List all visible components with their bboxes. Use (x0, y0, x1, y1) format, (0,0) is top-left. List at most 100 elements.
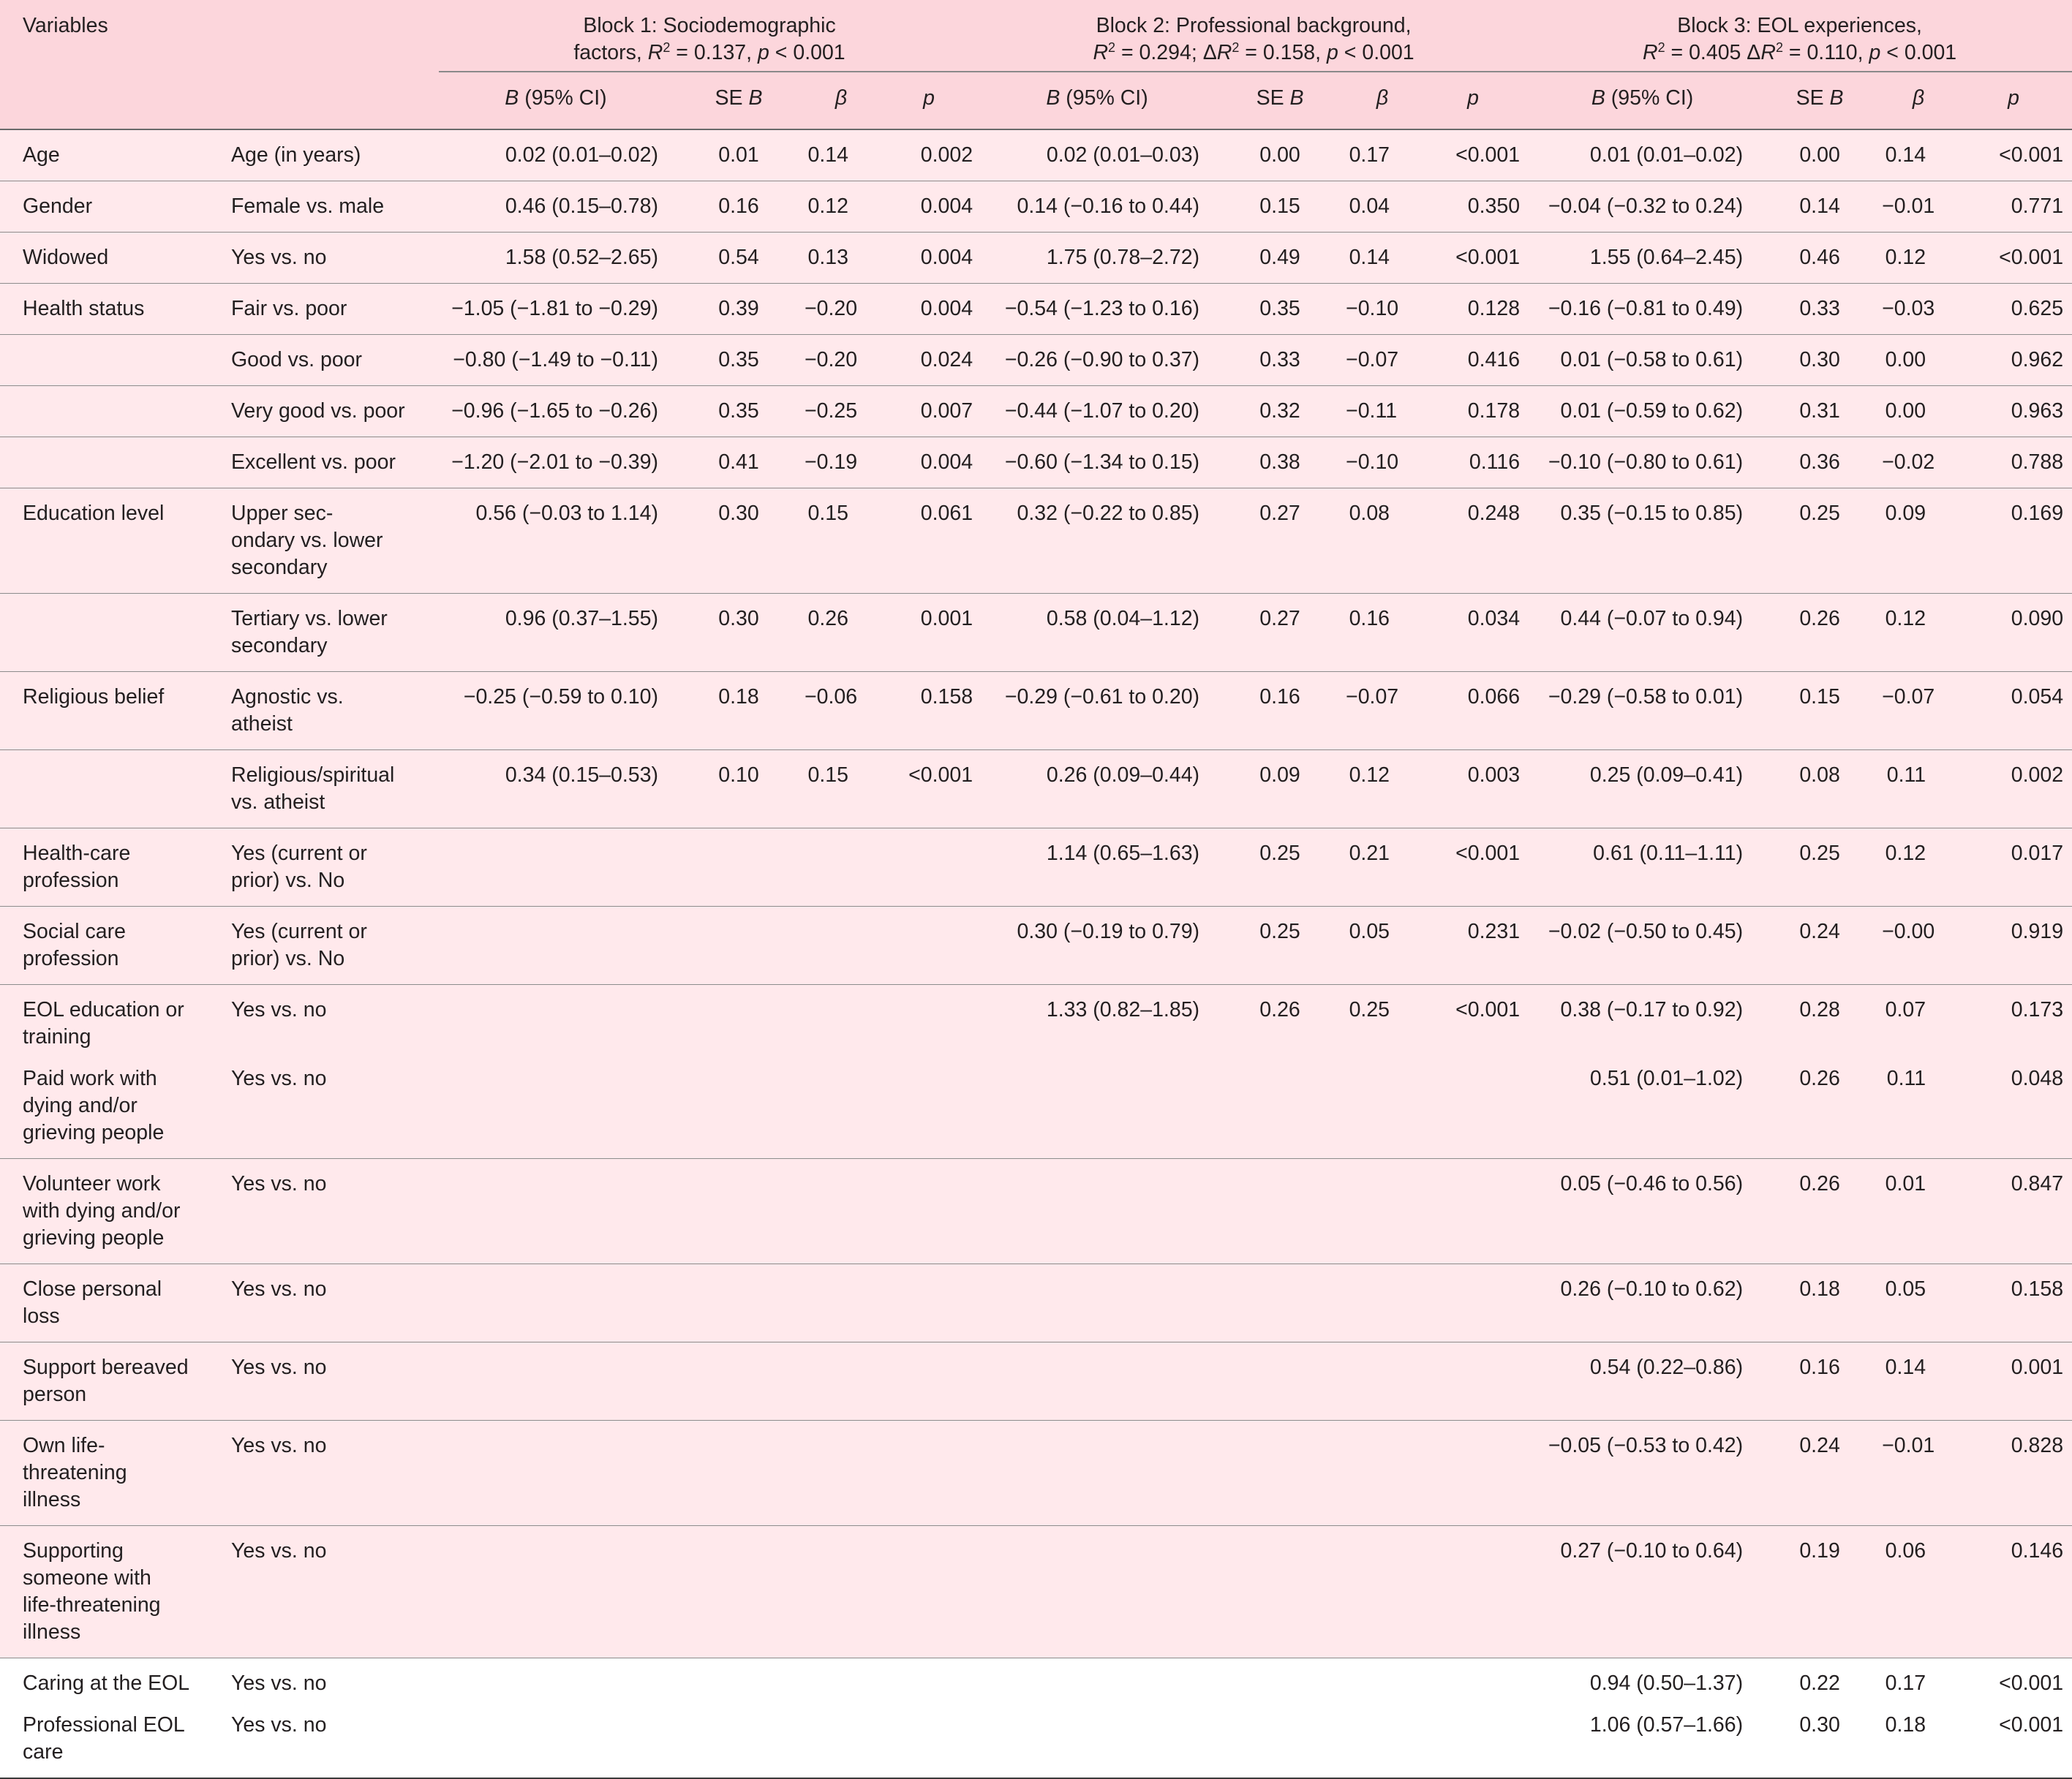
p-value-cell (878, 1264, 980, 1342)
p-value-cell (878, 985, 980, 1054)
b-ci-cell (980, 1342, 1214, 1421)
header-category-blank-2 (225, 72, 439, 129)
b-ci-cell: −0.10 (−0.80 to 0.61) (1548, 450, 1744, 474)
p-value-cell: 0.178 (1467, 399, 1521, 423)
table-row: Excellent vs. poor −1.20 (−2.01 to −0.39)… (0, 437, 2072, 488)
b-ci-cell: 0.26 (0.09–0.44) (1046, 763, 1200, 787)
b-ci-cell: −0.44 (−1.07 to 0.20) (1004, 399, 1200, 423)
b-ci-cell: 0.51 (0.01–1.02) (1589, 1067, 1744, 1090)
p-value-cell: <0.001 (1455, 998, 1521, 1021)
category-label: Yes vs. no (231, 1434, 327, 1457)
b-ci-cell (980, 1159, 1214, 1264)
beta-cell: 0.15 (807, 502, 848, 525)
se-b-cell: 0.18 (718, 685, 759, 709)
b-ci-cell: −1.20 (−2.01 to −0.39) (451, 450, 658, 474)
category-label: Yes (current or prior) vs. No (231, 920, 367, 970)
se-b-cell: 0.27 (1259, 502, 1300, 525)
beta-cell (805, 1054, 878, 1159)
table-row: Age Age (in years) 0.02 (0.01–0.02) 0.01 0.1… (0, 129, 2072, 181)
p-value-cell: <0.001 (908, 763, 973, 787)
b-ci-cell (980, 1658, 1214, 1701)
b-ci-cell: −0.05 (−0.53 to 0.42) (1548, 1434, 1744, 1457)
se-b-cell (1214, 1700, 1346, 1778)
p-value-cell: 0.066 (1467, 685, 1521, 709)
p-value-cell (878, 1526, 980, 1658)
header-block-1: Block 1: Sociodemographic factors, R2 = … (439, 0, 981, 72)
se-b-cell (1214, 1658, 1346, 1701)
p-value-cell (878, 828, 980, 907)
p-value-cell: 0.004 (920, 450, 973, 474)
se-b-cell: 0.16 (1259, 685, 1300, 709)
se-b-cell (673, 907, 805, 985)
p-value-cell: 0.001 (920, 607, 973, 630)
header-block-3: Block 3: EOL experiences, R2 = 0.405 ΔR2… (1527, 0, 2072, 72)
variable-name (0, 335, 225, 386)
se-b-cell (1214, 1159, 1346, 1264)
p-value-cell: 0.146 (2011, 1539, 2064, 1563)
variable-name: Health-care profession (23, 842, 131, 892)
beta-cell (805, 1421, 878, 1526)
category-label: Yes vs. no (231, 1067, 327, 1090)
b-ci-cell: 0.35 (−0.15 to 0.85) (1560, 502, 1744, 525)
table-row: Religious/spiritual vs. atheist 0.34 (0.15… (0, 750, 2072, 828)
se-b-cell: 0.26 (1799, 607, 1840, 630)
beta-cell (1346, 1342, 1419, 1421)
category-label: Yes vs. no (231, 1356, 327, 1379)
beta-cell: 0.12 (1885, 842, 1926, 865)
beta-cell: 0.06 (1885, 1539, 1926, 1563)
beta-cell: 0.05 (1885, 1277, 1926, 1301)
se-b-cell: 0.15 (1799, 685, 1840, 709)
b-ci-cell: 1.58 (0.52–2.65) (505, 246, 658, 269)
beta-cell: 0.00 (1885, 348, 1926, 371)
beta-cell: 0.04 (1349, 194, 1390, 218)
header-beta-3: β (1912, 86, 1925, 110)
p-value-cell: 0.231 (1467, 920, 1521, 943)
se-b-cell (673, 1159, 805, 1264)
se-b-cell: 0.22 (1799, 1672, 1840, 1695)
variable-name: EOL education or training (23, 998, 184, 1049)
b-ci-cell (980, 1421, 1214, 1526)
header-b-ci-2: B (95% CI) (1046, 86, 1148, 110)
b-ci-cell (439, 1054, 673, 1159)
beta-cell: 0.05 (1349, 920, 1390, 943)
se-b-cell: 0.27 (1259, 607, 1300, 630)
se-b-cell: 0.39 (718, 297, 759, 320)
se-b-cell (673, 1526, 805, 1658)
b-ci-cell: −0.29 (−0.58 to 0.01) (1548, 685, 1744, 709)
variable-name: Professional EOL care (23, 1713, 185, 1764)
b-ci-cell (980, 1526, 1214, 1658)
se-b-cell: 0.24 (1799, 1434, 1840, 1457)
category-label: Good vs. poor (231, 348, 363, 371)
se-b-cell: 0.16 (718, 194, 759, 218)
p-value-cell: 0.004 (920, 297, 973, 320)
p-value-cell (878, 1342, 980, 1421)
b-ci-cell: 0.14 (−0.16 to 0.44) (1017, 194, 1200, 218)
b-ci-cell: 0.26 (−0.10 to 0.62) (1560, 1277, 1744, 1301)
beta-cell: 0.16 (1349, 607, 1390, 630)
p-value-cell (1419, 1421, 1527, 1526)
p-value-cell: 0.024 (920, 348, 973, 371)
beta-cell (1346, 1526, 1419, 1658)
variable-name: Health status (23, 297, 145, 320)
beta-cell: −0.10 (1346, 450, 1399, 474)
table-row: Religious belief Agnostic vs. atheist −0.25… (0, 672, 2072, 750)
b-ci-cell: 1.33 (0.82–1.85) (1046, 998, 1200, 1021)
p-value-cell: 0.004 (920, 246, 973, 269)
table-row: Tertiary vs. lower secondary 0.96 (0.37–1.… (0, 594, 2072, 672)
table-row: Very good vs. poor −0.96 (−1.65 to −0.26)… (0, 386, 2072, 437)
beta-cell: −0.02 (1882, 450, 1935, 474)
variable-name: Paid work with dying and/or grieving peopl… (23, 1067, 165, 1144)
table-row: Close personal loss Yes vs. no 0.26 (−0.10 … (0, 1264, 2072, 1342)
p-value-cell (878, 1159, 980, 1264)
p-value-cell: 0.034 (1467, 607, 1521, 630)
b-ci-cell: 0.96 (0.37–1.55) (505, 607, 658, 630)
table-row: Professional EOL care Yes vs. no 1.06 (0.57… (0, 1700, 2072, 1778)
table-body: Age Age (in years) 0.02 (0.01–0.02) 0.01 0.1… (0, 129, 2072, 1778)
se-b-cell: 0.26 (1799, 1067, 1840, 1090)
beta-cell: 0.21 (1349, 842, 1390, 865)
category-label: Excellent vs. poor (231, 450, 396, 474)
p-value-cell: 0.007 (920, 399, 973, 423)
p-value-cell (1419, 1658, 1527, 1701)
beta-cell (1346, 1421, 1419, 1526)
se-b-cell: 0.46 (1799, 246, 1840, 269)
